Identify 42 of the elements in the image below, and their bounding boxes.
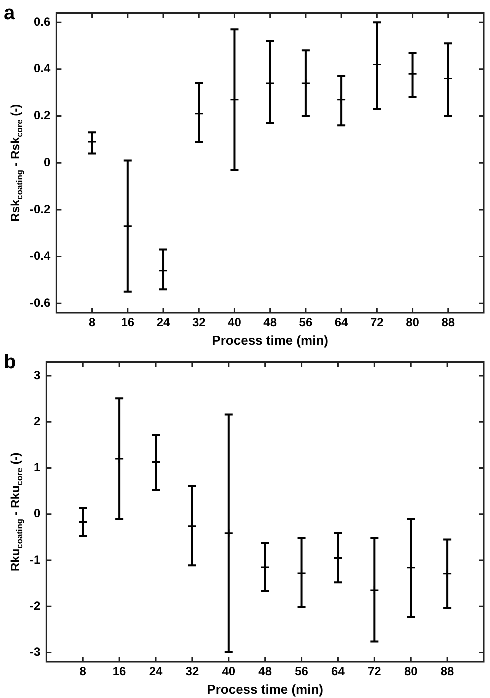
x-tick-label: 8 <box>88 316 96 330</box>
y-tick-label: -3 <box>30 645 41 660</box>
x-tick-label: 88 <box>442 316 456 330</box>
y-tick-label: -1 <box>30 552 41 567</box>
y-tick-label: 0.2 <box>34 108 51 123</box>
y-tick-label: 0 <box>44 155 51 170</box>
y-tick-label: 2 <box>34 414 41 428</box>
x-tick-label: 16 <box>112 664 127 679</box>
chart-title: a <box>4 2 16 25</box>
x-tick-label: 80 <box>406 316 420 330</box>
x-tick-label: 56 <box>295 664 309 679</box>
x-axis-title: Process time (min) <box>212 332 329 348</box>
y-axis-title: Rskcoating - Rskcore (-) <box>8 104 25 222</box>
x-tick-label: 88 <box>440 664 455 679</box>
x-tick-label: 56 <box>299 316 313 330</box>
y-tick-label: 0.6 <box>34 14 51 29</box>
x-tick-label: 64 <box>334 316 349 330</box>
y-tick-label: 1 <box>34 460 41 475</box>
chart-title: b <box>4 352 16 374</box>
x-tick-label: 72 <box>368 664 382 679</box>
y-tick-label: -2 <box>30 598 41 613</box>
x-tick-label: 24 <box>156 316 170 330</box>
x-tick-label: 32 <box>192 316 206 330</box>
y-axis-title: Rkucoating - Rkucore (-) <box>8 452 25 572</box>
x-tick-label: 24 <box>149 664 163 679</box>
x-tick-label: 80 <box>404 664 418 679</box>
y-tick-label: 0.4 <box>34 62 51 76</box>
y-tick-label: -0.4 <box>30 249 51 264</box>
x-tick-label: 48 <box>258 664 272 679</box>
x-tick-label: 40 <box>222 664 236 679</box>
x-axis-title: Process time (min) <box>207 682 324 697</box>
x-tick-label: 8 <box>80 664 87 679</box>
y-tick-label: -0.6 <box>30 296 51 310</box>
y-tick-label: 3 <box>34 368 41 382</box>
x-tick-label: 64 <box>332 664 346 679</box>
x-tick-label: 40 <box>228 316 242 330</box>
x-tick-label: 16 <box>121 316 135 330</box>
y-tick-label: -0.2 <box>30 202 51 216</box>
x-tick-label: 32 <box>186 664 200 679</box>
x-tick-label: 48 <box>264 316 278 330</box>
y-tick-label: 0 <box>34 506 41 521</box>
x-tick-label: 72 <box>370 316 384 330</box>
